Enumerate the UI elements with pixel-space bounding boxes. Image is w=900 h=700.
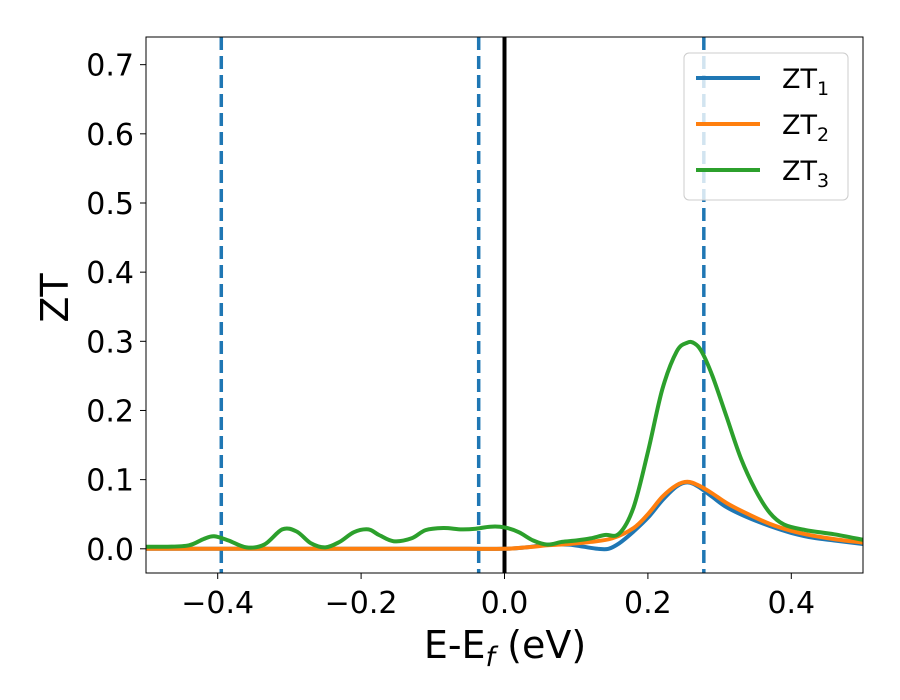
legend-frame: [683, 52, 849, 201]
vertical-lines: [219, 37, 706, 573]
x-axis-label-unit: (eV): [495, 623, 586, 667]
y-axis: 0.0 0.1 0.2 0.3 0.4 0.5 0.6 0.7: [86, 49, 146, 568]
legend-label-zt3: ZT3: [782, 156, 829, 192]
y-tick-label: 0.4: [86, 256, 134, 291]
series-line-zt2: [146, 479, 863, 551]
legend-label-zt1: ZT1: [782, 64, 829, 100]
series-lines: [146, 339, 863, 552]
y-tick-label: 0.7: [86, 49, 134, 84]
x-axis-label: E-Ef (eV): [424, 623, 586, 673]
x-tick-label: −0.4: [181, 586, 254, 621]
x-tick-label: 0.4: [767, 586, 815, 621]
x-tick-label: 0.2: [624, 586, 672, 621]
y-tick-label: 0.1: [86, 464, 134, 499]
x-tick-label: 0.0: [481, 586, 529, 621]
legend-label-zt2: ZT2: [782, 110, 829, 146]
y-axis-label: ZT: [33, 273, 77, 323]
y-tick-label: 0.3: [86, 325, 134, 360]
series-line-zt3: [146, 339, 863, 550]
x-tick-label: −0.2: [325, 586, 398, 621]
x-axis: −0.4 −0.2 0.0 0.2 0.4: [181, 573, 815, 621]
y-tick-label: 0.2: [86, 394, 134, 429]
y-tick-label: 0.0: [86, 533, 134, 568]
y-tick-label: 0.5: [86, 187, 134, 222]
y-tick-label: 0.6: [86, 118, 134, 153]
legend: ZT1 ZT2 ZT3: [683, 52, 849, 201]
